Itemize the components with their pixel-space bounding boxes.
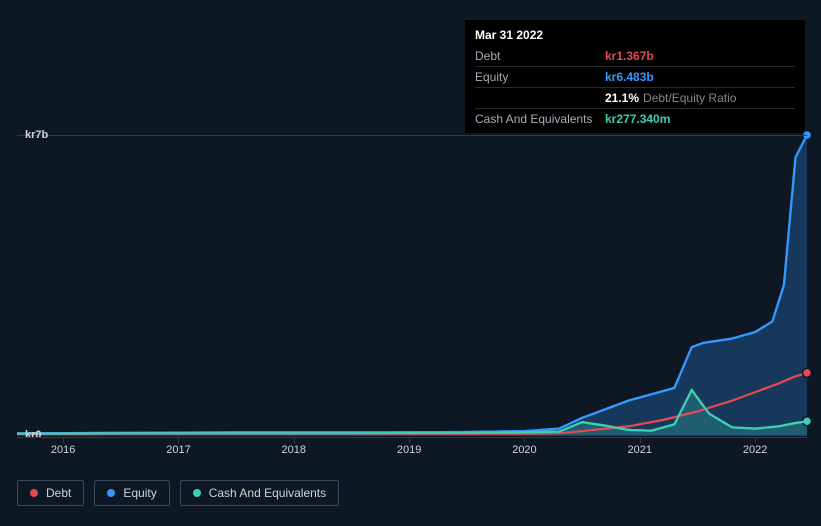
y-tick-label: kr7b <box>25 129 48 141</box>
x-tick <box>755 438 756 443</box>
legend-equity-label: Equity <box>123 486 156 500</box>
equity-area <box>17 135 807 435</box>
x-tick-label: 2019 <box>397 444 421 456</box>
chart-area: kr0kr7b <box>17 0 807 445</box>
legend-cash-label: Cash And Equivalents <box>209 486 326 500</box>
x-tick <box>294 438 295 443</box>
debt-end-marker <box>803 368 812 377</box>
x-tick-label: 2017 <box>166 444 190 456</box>
dot-icon <box>30 489 38 497</box>
x-tick <box>640 438 641 443</box>
x-tick <box>63 438 64 443</box>
legend-debt[interactable]: Debt <box>17 480 84 506</box>
x-tick-label: 2022 <box>743 444 767 456</box>
legend-equity[interactable]: Equity <box>94 480 169 506</box>
gridline <box>17 135 807 136</box>
dot-icon <box>193 489 201 497</box>
legend-cash[interactable]: Cash And Equivalents <box>180 480 339 506</box>
plot-area: kr0kr7b <box>17 135 807 435</box>
legend-debt-label: Debt <box>46 486 71 500</box>
plot-svg <box>17 135 807 435</box>
legend: Debt Equity Cash And Equivalents <box>17 480 339 506</box>
x-tick <box>524 438 525 443</box>
x-tick-label: 2016 <box>51 444 75 456</box>
x-tick <box>409 438 410 443</box>
x-tick <box>178 438 179 443</box>
x-tick-label: 2020 <box>512 444 536 456</box>
chart-container: Mar 31 2022 Debt kr1.367b Equity kr6.483… <box>0 0 821 526</box>
x-tick-label: 2018 <box>282 444 306 456</box>
dot-icon <box>107 489 115 497</box>
gridline <box>17 435 807 436</box>
x-axis: 2016 2017 2018 2019 2020 2021 2022 <box>17 437 807 457</box>
x-tick-label: 2021 <box>628 444 652 456</box>
